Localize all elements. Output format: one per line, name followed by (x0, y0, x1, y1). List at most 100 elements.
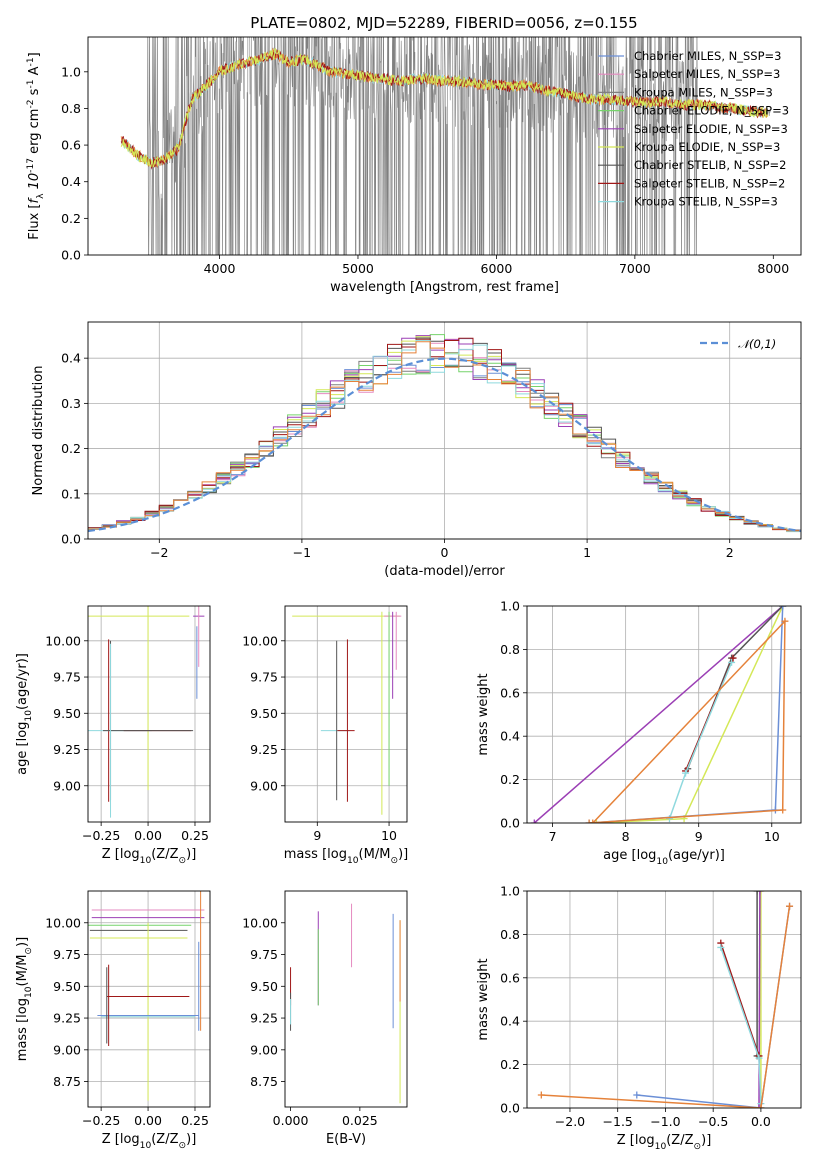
x-tick-label: −0.5 (698, 1114, 728, 1129)
weight-line (720, 947, 762, 1104)
y-tick-label: 0.2 (500, 1057, 520, 1072)
x-tick-label: 0.25 (181, 1113, 209, 1128)
weight-marker (779, 806, 787, 814)
y-tick-label: 1.0 (500, 599, 520, 614)
axes-frame (284, 605, 408, 823)
y-tick-label: 10.00 (242, 915, 278, 930)
weight-line (668, 662, 733, 819)
y-tick-label: 8.75 (250, 1074, 278, 1089)
x-axis-label: E(B-V) (326, 1132, 366, 1147)
x-axis-label: Z [log10(Z/Z⊙)] (102, 847, 197, 866)
y-tick-label: 9.75 (53, 670, 81, 685)
plot-area (292, 611, 402, 815)
x-tick-label: −0.25 (82, 828, 120, 843)
x-tick-label: 0.0 (751, 1114, 771, 1129)
legend-entry: Kroupa MILES, N_SSP=3 (634, 85, 773, 99)
x-axis-label: (data-model)/error (384, 564, 505, 579)
y-tick-label: 9.25 (250, 742, 278, 757)
y-tick-label: 10.00 (45, 915, 81, 930)
weight-marker (633, 1091, 641, 1099)
x-axis-label: Z [log10(Z/Z⊙)] (102, 1132, 197, 1151)
y-tick-label: 0.4 (61, 174, 81, 189)
x-tick-label: 9 (695, 829, 703, 844)
weight-line (589, 619, 786, 823)
massweight-vs-metallicity-panel: −2.0 −1.5 −1.0 −0.5 0.0 0.0 0.2 0.4 0.6 0.8 1.0 Z [… (476, 884, 802, 1152)
legend-entry: 𝒩(0,1) (738, 337, 776, 351)
x-tick-label: 8000 (757, 261, 789, 276)
observed-spectrum (120, 37, 771, 255)
y-tick-label: 0.8 (500, 927, 520, 942)
y-axis-label: age [log10(age/yr)] (15, 653, 34, 775)
x-tick-label: 0.000 (273, 1113, 309, 1128)
y-tick-label: 9.25 (53, 1011, 81, 1026)
legend-entry: Salpeter MILES, N_SSP=3 (634, 67, 780, 81)
age-vs-metallicity-panel: −0.25 0.00 0.25 9.00 9.25 9.50 9.75 10.00 Z [log… (15, 605, 211, 866)
axes-frame (87, 890, 211, 1108)
y-tick-label: 0.4 (500, 729, 520, 744)
y-axis-label: mass [log10(M/M⊙)] (15, 937, 34, 1061)
plot-area (88, 334, 801, 533)
legend-entry: Salpeter ELODIE, N_SSP=3 (634, 122, 788, 136)
weight-line (533, 606, 784, 823)
weight-marker (665, 815, 673, 823)
y-tick-label: 0.2 (61, 441, 81, 456)
legend-entry: Kroupa STELIB, N_SSP=3 (634, 195, 778, 209)
x-tick-label: −1.0 (650, 1114, 680, 1129)
y-tick-label: 9.50 (53, 706, 81, 721)
y-tick-label: 9.00 (53, 778, 81, 793)
weight-marker (728, 658, 736, 666)
x-tick-label: 7000 (619, 261, 651, 276)
x-tick-label: 2 (726, 545, 734, 560)
weight-marker (757, 1104, 765, 1108)
x-axis-label: age [log10(age/yr)] (603, 848, 725, 867)
weight-marker (585, 819, 593, 823)
legend-entry: Salpeter STELIB, N_SSP=2 (634, 176, 785, 190)
y-tick-label: 0.2 (61, 211, 81, 226)
y-tick-label: 0.0 (61, 532, 81, 547)
y-tick-label: 0.1 (61, 486, 81, 501)
y-tick-label: 10.00 (45, 633, 81, 648)
weight-marker (589, 819, 597, 823)
axes-frame (526, 605, 802, 824)
y-tick-label: 9.75 (53, 947, 81, 962)
y-tick-label: 0.8 (500, 642, 520, 657)
y-axis-label: Flux [fλ 10-17 erg cm-2 s-1 A-1] (26, 52, 46, 239)
y-tick-label: 9.00 (53, 1042, 81, 1057)
x-tick-label: 5000 (342, 261, 374, 276)
y-axis-label: Normed distribution (31, 366, 46, 496)
x-tick-label: 0.25 (181, 828, 209, 843)
y-tick-label: 9.00 (250, 778, 278, 793)
x-axis-label: Z [log10(Z/Z⊙)] (617, 1133, 712, 1152)
y-tick-label: 9.25 (53, 742, 81, 757)
plot-area (290, 903, 401, 1104)
mass-vs-metallicity-panel: −0.25 0.00 0.25 8.75 9.00 9.25 9.50 9.75 10.00 Z … (15, 890, 211, 1151)
legend-entry: Chabrier ELODIE, N_SSP=3 (634, 104, 789, 118)
y-tick-label: 0.0 (61, 248, 81, 263)
y-tick-label: 0.6 (500, 685, 520, 700)
y-axis-label: mass weight (476, 673, 491, 755)
x-tick-label: −2.0 (555, 1114, 585, 1129)
x-tick-label: 0 (441, 545, 449, 560)
y-tick-label: 1.0 (500, 884, 520, 899)
massweight-vs-age-panel: 7 8 9 10 0.0 0.2 0.4 0.6 0.8 1.0 age [log10(age/yr… (476, 599, 802, 867)
y-tick-label: 9.25 (250, 1011, 278, 1026)
weight-marker (786, 902, 794, 910)
axes-frame (87, 36, 802, 256)
residuals-panel: −2 −1 0 1 2 0.0 0.1 0.2 0.3 0.4 (data-model)/error… (31, 321, 802, 579)
x-tick-label: −0.25 (82, 1113, 120, 1128)
y-tick-label: 10.00 (242, 633, 278, 648)
weight-line (589, 606, 784, 823)
legend-entry: Chabrier STELIB, N_SSP=2 (634, 158, 786, 172)
weight-line (687, 606, 784, 770)
weight-marker (757, 891, 765, 895)
y-tick-label: 0.4 (61, 351, 81, 366)
x-tick-label: 4000 (204, 261, 236, 276)
plot-area (537, 891, 794, 1108)
x-tick-label: 0.00 (134, 828, 162, 843)
plot-area (88, 606, 205, 818)
x-axis-label: wavelength [Angstrom, rest frame] (330, 280, 559, 295)
y-tick-label: 0.0 (500, 816, 520, 831)
weight-marker (753, 891, 761, 895)
x-tick-label: 9 (313, 828, 321, 843)
x-tick-label: 1 (583, 545, 591, 560)
